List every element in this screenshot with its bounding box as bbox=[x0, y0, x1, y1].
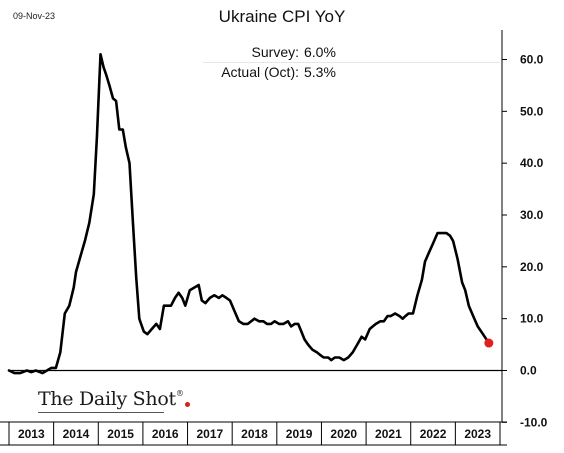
chart-title: Ukraine CPI YoY bbox=[218, 7, 346, 26]
y-tick-label: 40.0 bbox=[520, 156, 544, 170]
y-tick-label: 20.0 bbox=[520, 260, 544, 274]
brand-logo: The Daily Shot® bbox=[38, 388, 190, 410]
registered-icon: ® bbox=[175, 389, 184, 398]
x-tick-label: 2022 bbox=[420, 427, 447, 441]
y-tick-label: -10.0 bbox=[520, 415, 548, 429]
brand-underline bbox=[38, 412, 164, 413]
x-tick-label: 2016 bbox=[152, 427, 179, 441]
brand-name: The Daily Shot bbox=[38, 388, 176, 410]
x-tick-label: 2018 bbox=[241, 427, 268, 441]
y-tick-label: 60.0 bbox=[520, 53, 544, 67]
survey-value: 6.0% bbox=[304, 44, 336, 60]
actual-value: 5.3% bbox=[304, 64, 336, 80]
x-tick-label: 2014 bbox=[63, 427, 90, 441]
x-tick-label: 2013 bbox=[18, 427, 45, 441]
survey-label: Survey: bbox=[251, 44, 299, 60]
actual-label: Actual (Oct): bbox=[221, 64, 299, 80]
x-tick-label: 2023 bbox=[464, 427, 491, 441]
y-tick-label: 10.0 bbox=[520, 312, 544, 326]
last-point-marker bbox=[484, 338, 494, 348]
x-tick-label: 2021 bbox=[375, 427, 402, 441]
x-tick-label: 2020 bbox=[330, 427, 357, 441]
cpi-line bbox=[7, 53, 491, 375]
y-tick-label: 50.0 bbox=[520, 104, 544, 118]
y-tick-label: 0.0 bbox=[520, 364, 537, 378]
x-tick-label: 2015 bbox=[107, 427, 134, 441]
brand-dot-icon bbox=[184, 402, 190, 407]
x-tick-label: 2019 bbox=[286, 427, 313, 441]
x-tick-label: 2017 bbox=[197, 427, 224, 441]
date-label: 09-Nov-23 bbox=[13, 11, 56, 21]
y-tick-label: 30.0 bbox=[520, 208, 544, 222]
